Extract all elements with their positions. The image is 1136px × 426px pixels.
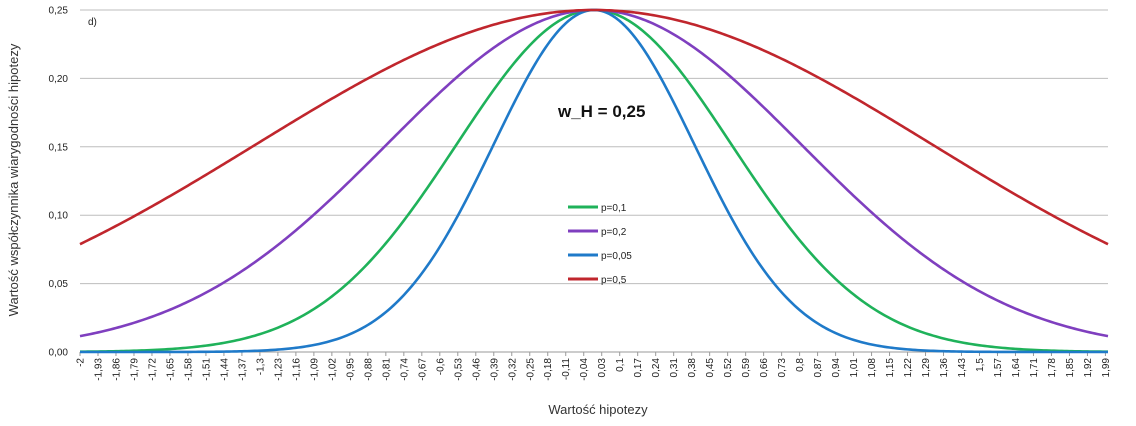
y-tick-label: 0,25: [49, 6, 69, 17]
gridlines: [80, 9, 1108, 353]
series-line-p-0-05: [80, 8, 1108, 354]
x-tick-label: 1,85: [1065, 358, 1076, 378]
x-tick-label: 0,8: [795, 358, 806, 372]
x-tick-label: -1,09: [309, 358, 320, 381]
x-tick-label: 0,38: [687, 358, 698, 378]
x-tick-label: -1,93: [93, 358, 104, 381]
x-tick-label: -0,32: [507, 358, 518, 381]
x-tick-label: 1,36: [939, 358, 950, 378]
x-tick-label: 1,01: [849, 358, 860, 378]
x-tick-label: -0,6: [435, 358, 446, 376]
x-tick-label: -0,67: [417, 358, 428, 381]
y-axis-ticks: 0,00 0,05 0,10 0,15 0,20 0,25: [49, 6, 69, 359]
x-tick-label: -2: [76, 358, 87, 367]
x-tick-label: 0,52: [723, 358, 734, 378]
x-tick-label: 1,92: [1083, 358, 1094, 378]
x-tick-label: -1,86: [111, 358, 122, 381]
x-tick-label: 0,73: [777, 358, 788, 378]
x-tick-label: -0,04: [579, 358, 590, 381]
x-tick-label: 0,31: [669, 358, 680, 378]
x-tick-label: 0,1: [615, 358, 626, 372]
x-tick-label: -1,3: [255, 358, 266, 376]
x-tick-label: 1,15: [885, 358, 896, 378]
x-tick-label: -0,95: [345, 358, 356, 381]
x-tick-label: 0,03: [597, 358, 608, 378]
x-tick-label: 1,57: [993, 358, 1004, 378]
x-tick-label: 1,22: [903, 358, 914, 378]
x-tick-label: 1,78: [1047, 358, 1058, 378]
x-tick-label: 0,45: [705, 358, 716, 378]
x-tick-label: 0,94: [831, 358, 842, 378]
x-tick-label: -1,51: [201, 358, 212, 381]
annotation-wh: w_H = 0,25: [557, 102, 645, 121]
x-tick-label: 0,59: [741, 358, 752, 378]
x-tick-label: -1,44: [219, 358, 230, 381]
x-tick-label: -0,39: [489, 358, 500, 381]
x-tick-label: 0,66: [759, 358, 770, 378]
x-tick-label: -1,16: [291, 358, 302, 381]
x-tick-label: -1,02: [327, 358, 338, 381]
x-tick-label: 0,17: [633, 358, 644, 378]
panel-label: d): [88, 17, 97, 28]
series-lines: [79, 8, 1109, 354]
x-tick-label: 0,24: [651, 358, 662, 378]
x-tick-label: -1,37: [237, 358, 248, 381]
x-tick-label: -0,46: [471, 358, 482, 381]
y-axis-title: Wartość współczynnika wiarygodności hipo…: [6, 43, 21, 316]
y-tick-label: 0,20: [49, 74, 69, 85]
y-tick-label: 0,15: [49, 142, 69, 153]
y-tick-label: 0,00: [49, 348, 69, 359]
series-line-p-0-5: [79, 8, 1109, 246]
x-tick-label: 1,08: [867, 358, 878, 378]
x-tick-label: 1,99: [1101, 358, 1112, 378]
y-tick-label: 0,10: [49, 211, 69, 222]
series-line-p-0-1: [79, 8, 1109, 353]
x-tick-label: -0,53: [453, 358, 464, 381]
x-tick-label: -0,25: [525, 358, 536, 381]
x-tick-label: 1,64: [1011, 358, 1022, 378]
x-tick-label: -0,18: [543, 358, 554, 381]
x-tick-label: 1,43: [957, 358, 968, 378]
legend: p=0,1 p=0,2 p=0,05 p=0,5: [568, 203, 632, 286]
x-tick-label: -0,11: [561, 358, 572, 380]
x-tick-label: -0,81: [381, 358, 392, 381]
series-line-p-0-2: [79, 8, 1109, 338]
x-tick-label: -0,88: [363, 358, 374, 381]
y-tick-label: 0,05: [49, 279, 69, 290]
x-tick-label: -1,58: [183, 358, 194, 381]
x-tick-label: -1,65: [165, 358, 176, 381]
x-tick-label: -1,72: [147, 358, 158, 381]
legend-label: p=0,2: [601, 227, 627, 238]
x-tick-label: 0,87: [813, 358, 824, 378]
x-axis-ticks: -2 -1,93 -1,86 -1,79 -1,72 -1,65 -1,58 -1,51 -1,…: [76, 352, 1112, 381]
x-tick-label: -1,23: [273, 358, 284, 381]
legend-label: p=0,5: [601, 275, 627, 286]
x-tick-label: 1,5: [975, 358, 986, 372]
x-tick-label: -0,74: [399, 358, 410, 381]
legend-label: p=0,1: [601, 203, 627, 214]
x-axis-title: Wartość hipotezy: [548, 402, 648, 417]
x-tick-label: -1,79: [129, 358, 140, 381]
x-tick-label: 1,29: [921, 358, 932, 378]
x-tick-label: 1,71: [1029, 358, 1040, 378]
legend-label: p=0,05: [601, 251, 632, 262]
